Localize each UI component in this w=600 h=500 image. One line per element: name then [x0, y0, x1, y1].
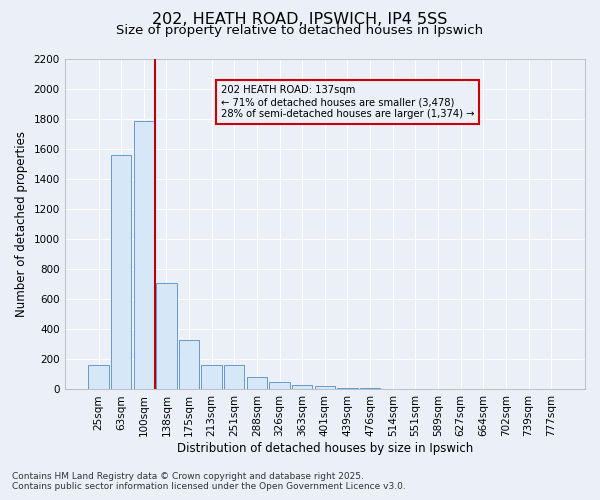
Bar: [134, 120, 154, 390]
Bar: [269, 382, 290, 390]
Bar: [383, 388, 403, 390]
Bar: [314, 386, 335, 390]
Bar: [337, 388, 358, 390]
Bar: [202, 366, 222, 390]
Bar: [292, 385, 313, 390]
Bar: [224, 366, 244, 390]
Y-axis label: Number of detached properties: Number of detached properties: [15, 131, 28, 317]
Bar: [156, 283, 176, 390]
Bar: [247, 378, 267, 390]
Bar: [360, 388, 380, 390]
X-axis label: Distribution of detached houses by size in Ipswich: Distribution of detached houses by size …: [177, 442, 473, 455]
Text: 202, HEATH ROAD, IPSWICH, IP4 5SS: 202, HEATH ROAD, IPSWICH, IP4 5SS: [152, 12, 448, 28]
Bar: [405, 389, 425, 390]
Bar: [88, 366, 109, 390]
Bar: [179, 340, 199, 390]
Text: Size of property relative to detached houses in Ipswich: Size of property relative to detached ho…: [116, 24, 484, 37]
Bar: [111, 155, 131, 390]
Text: Contains public sector information licensed under the Open Government Licence v3: Contains public sector information licen…: [12, 482, 406, 491]
Text: Contains HM Land Registry data © Crown copyright and database right 2025.: Contains HM Land Registry data © Crown c…: [12, 472, 364, 481]
Text: 202 HEATH ROAD: 137sqm
← 71% of detached houses are smaller (3,478)
28% of semi-: 202 HEATH ROAD: 137sqm ← 71% of detached…: [221, 86, 474, 118]
